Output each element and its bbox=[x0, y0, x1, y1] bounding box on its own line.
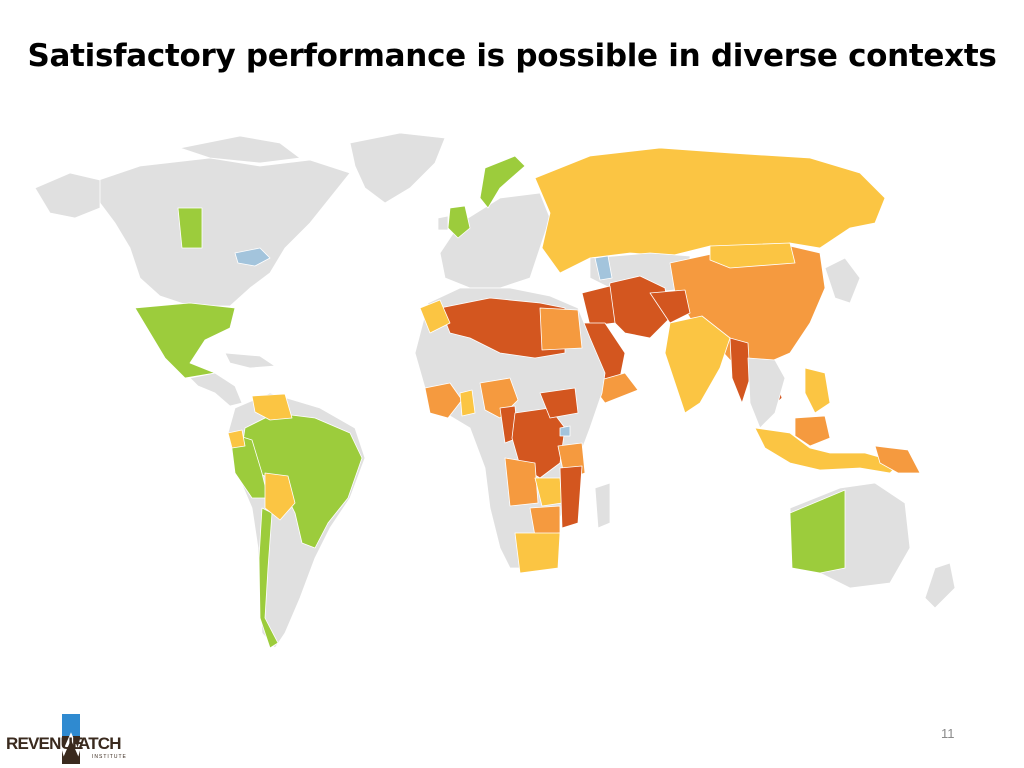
region-south-sudan bbox=[539, 387, 579, 419]
region-north-america bbox=[89, 157, 351, 307]
region-afghanistan bbox=[649, 289, 691, 324]
logo-w-mark-icon bbox=[56, 714, 86, 764]
region-alberta bbox=[177, 207, 203, 249]
region-southeast-asia bbox=[747, 357, 786, 429]
region-great-lakes bbox=[234, 247, 271, 267]
region-morocco bbox=[419, 299, 451, 334]
region-western-australia bbox=[789, 489, 846, 574]
region-west-africa bbox=[424, 382, 463, 419]
region-mexico bbox=[134, 302, 236, 379]
region-south-africa bbox=[514, 532, 561, 574]
region-papua-new-guinea bbox=[874, 445, 921, 474]
region-ghana bbox=[459, 389, 476, 417]
region-new-zealand bbox=[924, 562, 956, 609]
region-angola bbox=[504, 457, 539, 507]
region-alaska bbox=[34, 172, 101, 219]
region-canadian-arctic bbox=[179, 135, 301, 164]
logo-subtitle: INSTITUTE bbox=[92, 754, 127, 760]
world-map bbox=[34, 132, 956, 649]
logo-word-left: REVENUE bbox=[6, 734, 83, 753]
region-madagascar bbox=[594, 482, 611, 529]
region-venezuela bbox=[251, 393, 293, 421]
region-norway bbox=[479, 155, 526, 209]
region-india bbox=[664, 315, 731, 414]
region-bolivia bbox=[264, 472, 296, 521]
logo-word-right: ATCH bbox=[78, 734, 122, 753]
region-central-america bbox=[189, 372, 243, 407]
region-caspian-sea bbox=[594, 255, 613, 281]
region-caribbean bbox=[224, 352, 276, 369]
region-mongolia bbox=[709, 242, 796, 269]
region-myanmar bbox=[729, 337, 751, 404]
region-russia bbox=[534, 147, 886, 274]
region-chile bbox=[258, 507, 279, 649]
region-north-africa bbox=[439, 297, 566, 359]
region-zimbabwe-botswana bbox=[529, 505, 561, 537]
region-mozambique bbox=[559, 465, 583, 529]
region-ireland bbox=[437, 215, 449, 231]
revenue-watch-logo: REVENUE ATCH INSTITUTE bbox=[6, 714, 136, 764]
region-egypt bbox=[539, 307, 583, 351]
slide-title: Satisfactory performance is possible in … bbox=[27, 38, 997, 74]
region-lake-victoria bbox=[559, 425, 571, 437]
region-iraq bbox=[581, 285, 616, 327]
page-number: 11 bbox=[941, 726, 955, 741]
region-europe bbox=[439, 192, 551, 289]
region-greenland bbox=[349, 132, 446, 204]
region-borneo-malaysia bbox=[794, 415, 831, 447]
region-korea-japan bbox=[824, 257, 861, 304]
region-ecuador bbox=[227, 429, 246, 449]
region-philippines bbox=[804, 367, 831, 414]
